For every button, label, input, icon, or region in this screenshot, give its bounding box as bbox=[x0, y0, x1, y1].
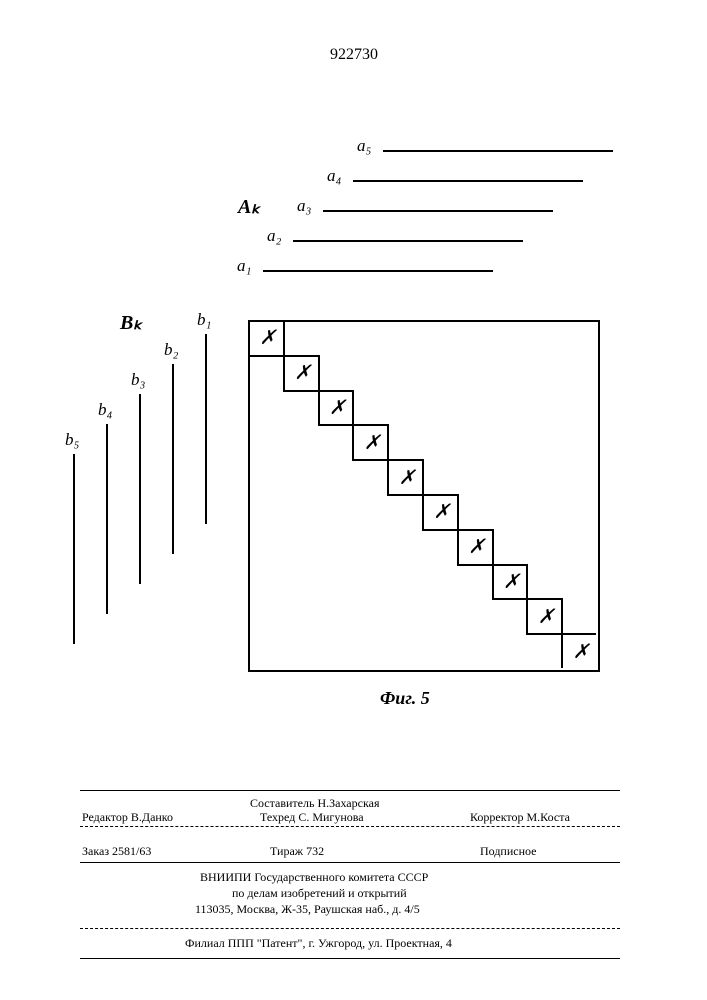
step-horizontal bbox=[283, 390, 353, 392]
B-group-label: Bₖ bbox=[120, 310, 142, 335]
step-horizontal bbox=[352, 459, 422, 461]
a-line bbox=[353, 180, 583, 182]
footer-filial: Филиал ППП "Патент", г. Ужгород, ул. Про… bbox=[185, 936, 452, 951]
x-mark: ✗ bbox=[364, 430, 381, 455]
a-line bbox=[383, 150, 613, 152]
b-line bbox=[106, 424, 108, 614]
footer-rule bbox=[80, 862, 620, 863]
a-line bbox=[263, 270, 493, 272]
a-label: a₁ bbox=[237, 256, 251, 276]
b-label: b₄ bbox=[98, 400, 112, 420]
footer-rule bbox=[80, 790, 620, 791]
footer-compiler: Составитель Н.Захарская bbox=[250, 796, 379, 811]
step-horizontal bbox=[318, 424, 388, 426]
footer-org1: ВНИИПИ Государственного комитета СССР bbox=[200, 870, 428, 885]
x-mark: ✗ bbox=[259, 325, 276, 350]
b-line bbox=[73, 454, 75, 644]
step-horizontal bbox=[248, 355, 318, 357]
footer-org2: по делам изобретений и открытий bbox=[232, 886, 407, 901]
step-horizontal bbox=[457, 564, 527, 566]
footer-org3: 113035, Москва, Ж-35, Раушская наб., д. … bbox=[195, 902, 420, 917]
x-mark: ✗ bbox=[399, 465, 416, 490]
step-horizontal bbox=[387, 494, 457, 496]
b-label: b₂ bbox=[164, 340, 178, 360]
b-line bbox=[139, 394, 141, 584]
x-mark: ✗ bbox=[433, 499, 450, 524]
x-mark: ✗ bbox=[294, 360, 311, 385]
A-group-label: Aₖ bbox=[238, 194, 260, 219]
footer-tirazh: Тираж 732 bbox=[270, 844, 324, 859]
a-line bbox=[323, 210, 553, 212]
footer-rule-dashed bbox=[80, 826, 620, 827]
b-label: b₃ bbox=[131, 370, 145, 390]
step-horizontal bbox=[422, 529, 492, 531]
x-mark: ✗ bbox=[329, 395, 346, 420]
x-mark: ✗ bbox=[503, 569, 520, 594]
a-line bbox=[293, 240, 523, 242]
b-label: b₁ bbox=[197, 310, 211, 330]
step-horizontal bbox=[492, 598, 562, 600]
b-line bbox=[172, 364, 174, 554]
a-label: a₅ bbox=[357, 136, 371, 156]
figure-label: Фиг. 5 bbox=[380, 688, 430, 709]
footer-editor: Редактор В.Данко bbox=[82, 810, 173, 825]
x-mark: ✗ bbox=[538, 604, 555, 629]
footer-techred: Техред С. Мигунова bbox=[260, 810, 364, 825]
footer-corrector: Корректор М.Коста bbox=[470, 810, 570, 825]
footer-order: Заказ 2581/63 bbox=[82, 844, 151, 859]
a-label: a₂ bbox=[267, 226, 281, 246]
document-number: 922730 bbox=[330, 46, 378, 64]
footer-rule bbox=[80, 958, 620, 959]
x-mark: ✗ bbox=[573, 639, 590, 664]
step-horizontal bbox=[526, 633, 596, 635]
footer-rule-dashed bbox=[80, 928, 620, 929]
a-label: a₃ bbox=[297, 196, 311, 216]
x-mark: ✗ bbox=[468, 534, 485, 559]
page: 922730 a₅ a₄ a₃ a₂ a₁ Aₖ b₁ b₂ b₃ b₄ b₅ Bₖ ✗ ✗ ✗ ✗ ✗… bbox=[0, 0, 707, 1000]
a-label: a₄ bbox=[327, 166, 341, 186]
b-line bbox=[205, 334, 207, 524]
footer-subscr: Подписное bbox=[480, 844, 537, 859]
b-label: b₅ bbox=[65, 430, 79, 450]
